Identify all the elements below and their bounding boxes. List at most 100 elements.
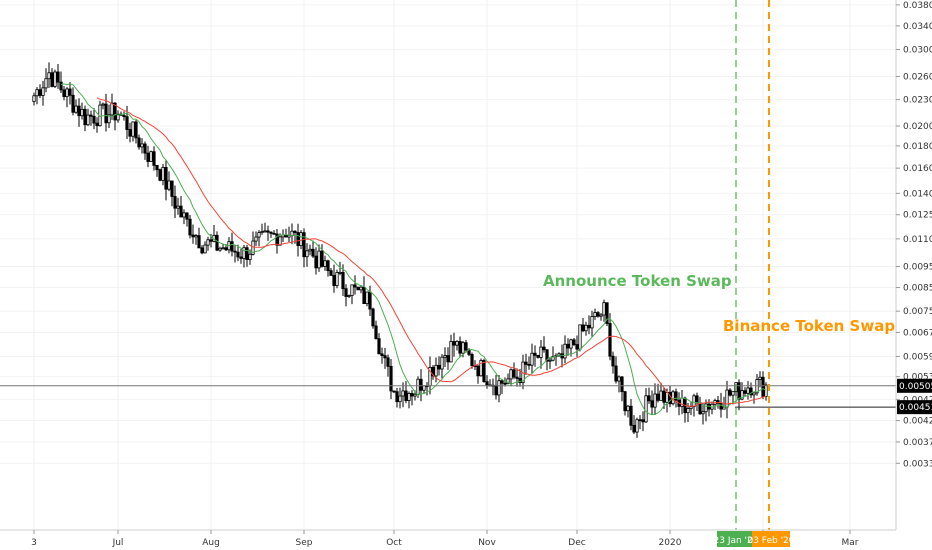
level-price-tag <box>897 400 932 415</box>
x-tick-label: Nov <box>478 538 496 548</box>
candle <box>626 404 630 418</box>
candle <box>260 223 264 235</box>
candle <box>443 347 447 367</box>
candle <box>284 228 288 238</box>
candle <box>338 261 342 276</box>
candle <box>392 390 396 394</box>
candle <box>155 165 159 177</box>
candle <box>551 346 555 362</box>
candle <box>65 87 69 108</box>
candle <box>377 333 381 355</box>
candle <box>653 383 657 415</box>
candle <box>464 339 468 353</box>
candle <box>680 389 684 415</box>
candle <box>101 102 105 110</box>
candle <box>383 347 387 369</box>
date-marker-label: 23 Jan '20 <box>714 536 759 546</box>
candle <box>671 390 675 406</box>
candle <box>302 228 306 268</box>
candle <box>764 382 768 401</box>
candle <box>650 390 654 415</box>
candle <box>374 320 378 340</box>
candle <box>38 84 42 99</box>
x-tick-label: Oct <box>386 538 402 548</box>
candle <box>308 244 312 256</box>
candle <box>713 398 717 410</box>
candle <box>269 231 273 238</box>
candle <box>587 315 591 335</box>
candle <box>629 399 633 431</box>
candle <box>110 93 114 120</box>
candle <box>272 230 276 235</box>
candle <box>314 247 318 275</box>
candle <box>89 110 93 126</box>
candle <box>749 382 753 399</box>
candle <box>68 82 72 105</box>
candle <box>500 378 504 394</box>
level-price-label: 0.00505 <box>899 382 932 392</box>
candle <box>176 197 180 215</box>
candle <box>497 375 501 403</box>
candle <box>350 284 354 305</box>
candle <box>590 310 594 337</box>
candle <box>632 415 636 434</box>
candle <box>146 145 150 168</box>
candle <box>287 226 291 242</box>
candle <box>263 222 267 233</box>
candle <box>431 365 435 380</box>
candle <box>95 117 99 133</box>
candle <box>35 87 39 105</box>
candle <box>98 100 102 127</box>
candlestick-series <box>32 62 768 438</box>
candle <box>389 358 393 400</box>
candle <box>62 85 66 101</box>
candle <box>77 98 81 127</box>
candle <box>236 244 240 262</box>
candle <box>74 99 78 114</box>
candle <box>143 141 147 160</box>
candle <box>53 69 57 88</box>
candle <box>56 63 60 89</box>
candle <box>311 240 315 259</box>
candle <box>494 374 498 400</box>
candle <box>329 267 333 276</box>
candle <box>548 357 552 369</box>
candle <box>701 403 705 425</box>
candle <box>575 335 579 357</box>
candle <box>245 244 249 267</box>
candle <box>47 62 51 89</box>
candle <box>725 380 729 419</box>
candle <box>86 108 90 127</box>
candle <box>566 338 570 356</box>
candle <box>593 308 597 320</box>
candle <box>404 381 408 404</box>
candle <box>158 168 162 182</box>
candle <box>134 120 138 144</box>
candle <box>362 276 366 305</box>
candle <box>44 68 48 93</box>
candle <box>644 388 648 423</box>
y-tick-label: 0.00375 <box>903 438 932 448</box>
candle <box>641 411 645 432</box>
candle <box>326 259 330 277</box>
candle <box>410 390 414 406</box>
candle <box>470 352 474 369</box>
candle <box>401 382 405 408</box>
date-marker-label: 03 Feb '20 <box>747 536 794 546</box>
candle <box>407 391 411 409</box>
x-tick-label: Jul <box>112 538 124 548</box>
date-marker-tag <box>752 531 790 547</box>
candle <box>515 368 519 387</box>
candle <box>218 246 222 252</box>
candle <box>83 105 87 132</box>
candle <box>509 368 513 387</box>
candle <box>584 321 588 336</box>
candle <box>479 358 483 377</box>
candle <box>602 299 606 322</box>
candle <box>596 311 600 318</box>
